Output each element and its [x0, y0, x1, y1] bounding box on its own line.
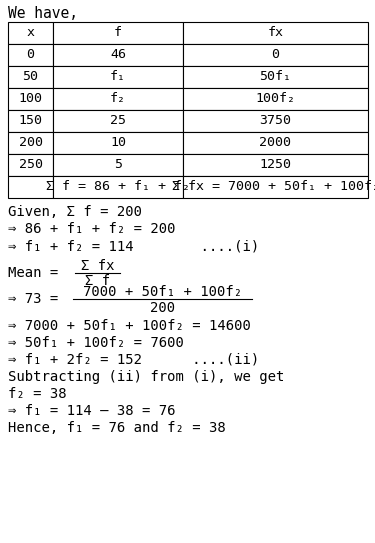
Text: 0: 0: [272, 48, 279, 61]
Bar: [53, 132, 183, 154]
Bar: [183, 132, 368, 154]
Text: Σ fx = 7000 + 50f₁ + 100f₂: Σ fx = 7000 + 50f₁ + 100f₂: [171, 180, 375, 193]
Text: Given, Σ f = 200: Given, Σ f = 200: [8, 205, 142, 219]
Bar: [8, 44, 53, 66]
Text: Subtracting (ii) from (i), we get: Subtracting (ii) from (i), we get: [8, 370, 284, 384]
Text: 200: 200: [150, 301, 175, 315]
Text: ⇒ f₁ + f₂ = 114        ....(i): ⇒ f₁ + f₂ = 114 ....(i): [8, 239, 259, 253]
Text: 100: 100: [18, 92, 42, 105]
Bar: [8, 176, 53, 198]
Text: Mean =: Mean =: [8, 266, 58, 280]
Bar: [53, 22, 183, 44]
Bar: [8, 154, 53, 176]
Bar: [8, 110, 53, 132]
Text: 100f₂: 100f₂: [255, 92, 296, 105]
Text: Σ fx: Σ fx: [81, 259, 114, 273]
Text: Σ f: Σ f: [85, 274, 110, 288]
Text: Hence, f₁ = 76 and f₂ = 38: Hence, f₁ = 76 and f₂ = 38: [8, 421, 226, 435]
Text: 3750: 3750: [260, 115, 291, 128]
Text: f₁: f₁: [110, 71, 126, 84]
Text: 250: 250: [18, 159, 42, 172]
Bar: [183, 44, 368, 66]
Text: 50: 50: [22, 71, 39, 84]
Text: 46: 46: [110, 48, 126, 61]
Bar: [183, 22, 368, 44]
Bar: [8, 88, 53, 110]
Bar: [183, 88, 368, 110]
Text: f: f: [114, 27, 122, 40]
Text: 2000: 2000: [260, 136, 291, 149]
Bar: [8, 66, 53, 88]
Text: ⇒ 7000 + 50f₁ + 100f₂ = 14600: ⇒ 7000 + 50f₁ + 100f₂ = 14600: [8, 319, 251, 333]
Text: fx: fx: [267, 27, 284, 40]
Bar: [183, 66, 368, 88]
Bar: [53, 176, 183, 198]
Bar: [53, 154, 183, 176]
Text: 7000 + 50f₁ + 100f₂: 7000 + 50f₁ + 100f₂: [83, 285, 242, 299]
Text: 50f₁: 50f₁: [260, 71, 291, 84]
Text: Σ f = 86 + f₁ + f₂: Σ f = 86 + f₁ + f₂: [46, 180, 190, 193]
Text: ⇒ 86 + f₁ + f₂ = 200: ⇒ 86 + f₁ + f₂ = 200: [8, 222, 176, 236]
Bar: [8, 22, 53, 44]
Bar: [53, 110, 183, 132]
Bar: [183, 154, 368, 176]
Text: ⇒ f₁ = 114 – 38 = 76: ⇒ f₁ = 114 – 38 = 76: [8, 404, 176, 418]
Text: f₂ = 38: f₂ = 38: [8, 387, 67, 401]
Text: ⇒ 73 =: ⇒ 73 =: [8, 292, 58, 306]
Bar: [183, 176, 368, 198]
Bar: [53, 44, 183, 66]
Bar: [8, 132, 53, 154]
Text: f₂: f₂: [110, 92, 126, 105]
Text: 200: 200: [18, 136, 42, 149]
Text: We have,: We have,: [8, 7, 78, 22]
Bar: [53, 66, 183, 88]
Text: 25: 25: [110, 115, 126, 128]
Bar: [53, 88, 183, 110]
Text: ⇒ f₁ + 2f₂ = 152      ....(ii): ⇒ f₁ + 2f₂ = 152 ....(ii): [8, 353, 259, 367]
Bar: [183, 110, 368, 132]
Text: 1250: 1250: [260, 159, 291, 172]
Text: ⇒ 50f₁ + 100f₂ = 7600: ⇒ 50f₁ + 100f₂ = 7600: [8, 336, 184, 350]
Text: 10: 10: [110, 136, 126, 149]
Text: 5: 5: [114, 159, 122, 172]
Text: 150: 150: [18, 115, 42, 128]
Text: 0: 0: [27, 48, 34, 61]
Text: x: x: [27, 27, 34, 40]
